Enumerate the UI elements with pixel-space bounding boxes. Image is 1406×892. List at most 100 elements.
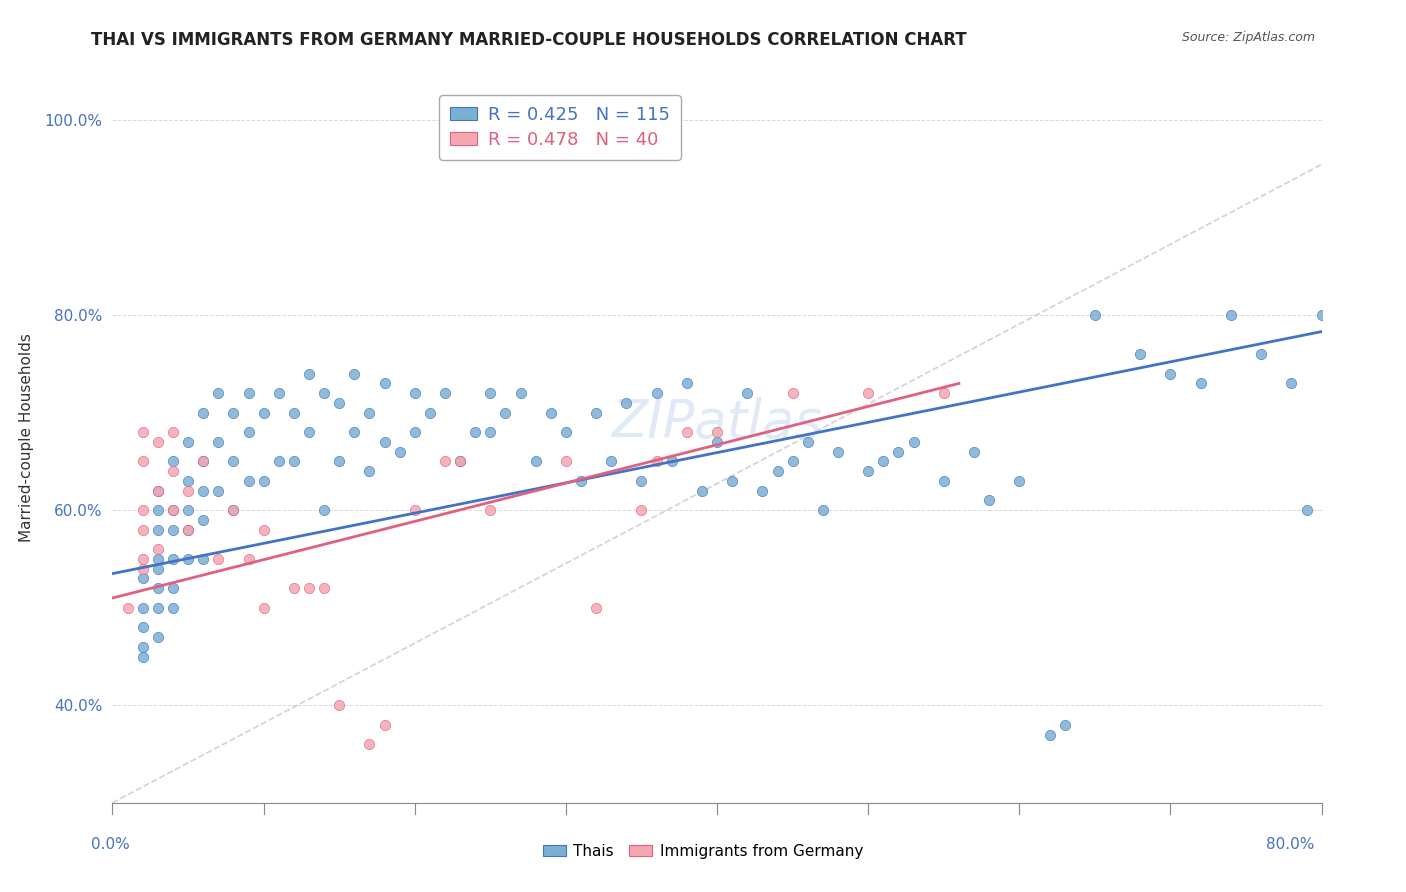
Point: [132, 503, 155, 517]
Point: [737, 386, 759, 401]
Point: [238, 386, 260, 401]
Point: [177, 523, 200, 537]
Point: [207, 552, 229, 566]
Point: [1129, 347, 1152, 361]
Point: [495, 406, 517, 420]
Point: [827, 444, 849, 458]
Point: [146, 483, 169, 498]
Point: [433, 386, 456, 401]
Point: [328, 698, 350, 713]
Point: [238, 425, 260, 440]
Point: [433, 454, 456, 468]
Point: [706, 434, 728, 449]
Point: [146, 523, 169, 537]
Point: [977, 493, 1000, 508]
Y-axis label: Married-couple Households: Married-couple Households: [18, 333, 34, 541]
Point: [1250, 347, 1272, 361]
Point: [162, 581, 184, 595]
Point: [283, 454, 305, 468]
Point: [675, 376, 697, 391]
Point: [782, 386, 804, 401]
Point: [903, 434, 925, 449]
Point: [191, 454, 214, 468]
Point: [388, 444, 411, 458]
Point: [162, 503, 184, 517]
Point: [585, 406, 607, 420]
Point: [766, 464, 789, 478]
Point: [177, 552, 200, 566]
Point: [374, 718, 396, 732]
Point: [238, 474, 260, 488]
Point: [328, 454, 350, 468]
Point: [162, 503, 184, 517]
Point: [146, 542, 169, 557]
Point: [1038, 727, 1062, 741]
Point: [222, 454, 245, 468]
Text: ZIPatlas: ZIPatlas: [612, 396, 823, 449]
Point: [146, 434, 169, 449]
Point: [146, 600, 169, 615]
Point: [162, 464, 184, 478]
Point: [479, 386, 502, 401]
Point: [1279, 376, 1302, 391]
Point: [661, 454, 683, 468]
Point: [645, 386, 668, 401]
Point: [374, 376, 396, 391]
Point: [132, 649, 155, 664]
Point: [253, 406, 276, 420]
Point: [1310, 308, 1333, 322]
Text: THAI VS IMMIGRANTS FROM GERMANY MARRIED-COUPLE HOUSEHOLDS CORRELATION CHART: THAI VS IMMIGRANTS FROM GERMANY MARRIED-…: [91, 31, 967, 49]
Point: [554, 425, 576, 440]
Text: 80.0%: 80.0%: [1267, 838, 1315, 852]
Point: [146, 552, 169, 566]
Point: [856, 464, 880, 478]
Point: [404, 425, 426, 440]
Point: [132, 523, 155, 537]
Point: [963, 444, 986, 458]
Point: [811, 503, 834, 517]
Point: [1340, 327, 1362, 342]
Point: [600, 454, 623, 468]
Point: [932, 386, 955, 401]
Point: [146, 503, 169, 517]
Point: [404, 503, 426, 517]
Point: [222, 503, 245, 517]
Text: Source: ZipAtlas.com: Source: ZipAtlas.com: [1181, 31, 1315, 45]
Point: [585, 600, 607, 615]
Point: [132, 425, 155, 440]
Point: [132, 620, 155, 634]
Point: [1326, 318, 1348, 332]
Point: [932, 474, 955, 488]
Point: [1053, 718, 1076, 732]
Point: [132, 640, 155, 654]
Point: [177, 474, 200, 488]
Legend: R = 0.425   N = 115, R = 0.478   N = 40: R = 0.425 N = 115, R = 0.478 N = 40: [439, 95, 681, 160]
Point: [314, 386, 336, 401]
Point: [328, 396, 350, 410]
Point: [177, 523, 200, 537]
Point: [1295, 503, 1317, 517]
Point: [191, 552, 214, 566]
Point: [191, 406, 214, 420]
Point: [675, 425, 697, 440]
Point: [449, 454, 471, 468]
Point: [298, 581, 321, 595]
Point: [191, 454, 214, 468]
Point: [449, 454, 471, 468]
Point: [267, 454, 290, 468]
Point: [1008, 474, 1031, 488]
Point: [253, 600, 276, 615]
Point: [616, 396, 638, 410]
Point: [207, 386, 229, 401]
Point: [540, 406, 562, 420]
Point: [706, 425, 728, 440]
Point: [207, 434, 229, 449]
Point: [253, 523, 276, 537]
Point: [207, 483, 229, 498]
Point: [1386, 503, 1406, 517]
Point: [314, 581, 336, 595]
Point: [374, 434, 396, 449]
Point: [419, 406, 441, 420]
Point: [283, 581, 305, 595]
Point: [630, 474, 652, 488]
